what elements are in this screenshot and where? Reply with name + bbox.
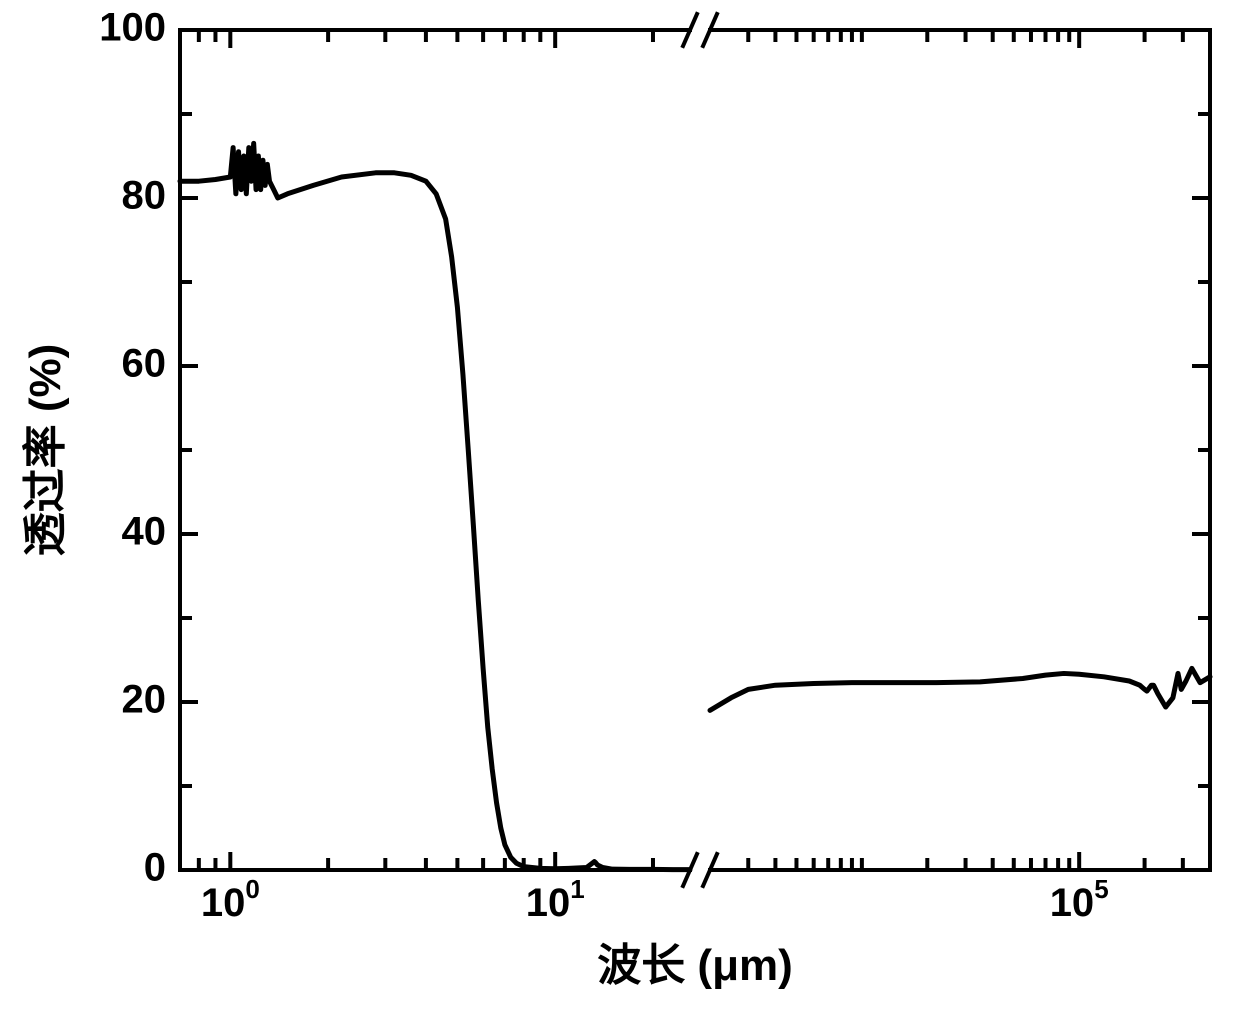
transmittance-chart: 020406080100100101105波长 (μm)透过率 (%) (0, 0, 1240, 1023)
y-tick-label: 0 (144, 846, 166, 890)
y-tick-label: 80 (122, 174, 167, 218)
y-tick-label: 100 (99, 6, 166, 50)
y-tick-label: 60 (122, 342, 167, 386)
y-axis-label: 透过率 (%) (21, 344, 70, 557)
y-tick-label: 20 (122, 678, 167, 722)
x-axis-label: 波长 (μm) (597, 941, 793, 990)
y-tick-label: 40 (122, 510, 167, 554)
